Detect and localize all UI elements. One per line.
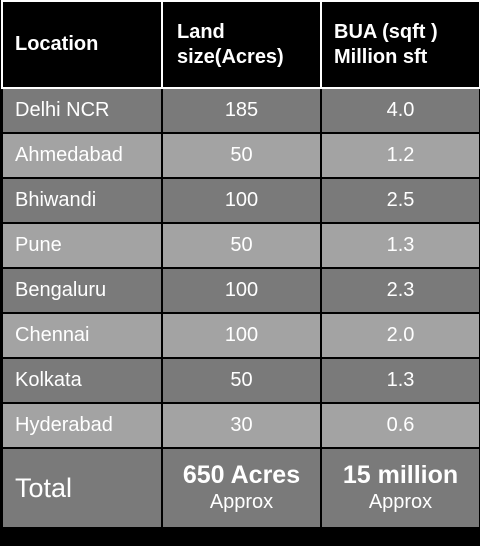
total-label: Total bbox=[1, 447, 163, 529]
location-cell: Hyderabad bbox=[1, 402, 163, 449]
total-bua-value: 15 million bbox=[342, 461, 459, 489]
header-location-label: Location bbox=[15, 33, 99, 55]
location-cell: Bengaluru bbox=[1, 267, 163, 314]
table-header: Location Land size(Acres) BUA (sqft ) Mi… bbox=[1, 0, 480, 89]
total-land-value: 650 Acres bbox=[182, 461, 301, 489]
table-row: Chennai 100 2.0 bbox=[1, 312, 480, 359]
total-land-cell: 650 Acres Approx bbox=[161, 447, 322, 529]
bua-cell: 2.5 bbox=[320, 177, 480, 224]
table-row: Hyderabad 30 0.6 bbox=[1, 402, 480, 449]
table-row: Ahmedabad 50 1.2 bbox=[1, 132, 480, 179]
header-land-line1: Land bbox=[177, 20, 225, 43]
table-row: Pune 50 1.3 bbox=[1, 222, 480, 269]
total-bua-note: Approx bbox=[368, 491, 433, 513]
header-bua-line1: BUA (sqft ) bbox=[334, 20, 438, 43]
header-bua: BUA (sqft ) Million sft bbox=[320, 0, 480, 89]
bua-cell: 1.3 bbox=[320, 357, 480, 404]
bua-cell: 4.0 bbox=[320, 87, 480, 134]
bua-cell: 1.3 bbox=[320, 222, 480, 269]
bua-cell: 2.0 bbox=[320, 312, 480, 359]
location-cell: Ahmedabad bbox=[1, 132, 163, 179]
header-land-line2: size(Acres) bbox=[177, 45, 284, 68]
table-row: Bhiwandi 100 2.5 bbox=[1, 177, 480, 224]
land-cell: 50 bbox=[161, 222, 322, 269]
header-location: Location bbox=[1, 0, 163, 89]
land-cell: 100 bbox=[161, 267, 322, 314]
land-cell: 100 bbox=[161, 312, 322, 359]
land-cell: 50 bbox=[161, 357, 322, 404]
table-row: Bengaluru 100 2.3 bbox=[1, 267, 480, 314]
total-bua-cell: 15 million Approx bbox=[320, 447, 480, 529]
total-row: Total 650 Acres Approx 15 million Approx bbox=[1, 447, 480, 529]
location-cell: Pune bbox=[1, 222, 163, 269]
header-row: Location Land size(Acres) BUA (sqft ) Mi… bbox=[1, 0, 480, 89]
location-cell: Bhiwandi bbox=[1, 177, 163, 224]
table-footer: Total 650 Acres Approx 15 million Approx bbox=[1, 447, 480, 529]
land-cell: 50 bbox=[161, 132, 322, 179]
bua-cell: 2.3 bbox=[320, 267, 480, 314]
land-cell: 30 bbox=[161, 402, 322, 449]
land-cell: 185 bbox=[161, 87, 322, 134]
bua-cell: 0.6 bbox=[320, 402, 480, 449]
total-land-note: Approx bbox=[209, 491, 274, 513]
header-land-size: Land size(Acres) bbox=[161, 0, 322, 89]
table-body: Delhi NCR 185 4.0 Ahmedabad 50 1.2 Bhiwa… bbox=[1, 87, 480, 449]
header-bua-line2: Million sft bbox=[334, 45, 428, 68]
location-cell: Chennai bbox=[1, 312, 163, 359]
table-row: Kolkata 50 1.3 bbox=[1, 357, 480, 404]
location-cell: Delhi NCR bbox=[1, 87, 163, 134]
bua-cell: 1.2 bbox=[320, 132, 480, 179]
location-cell: Kolkata bbox=[1, 357, 163, 404]
table-row: Delhi NCR 185 4.0 bbox=[1, 87, 480, 134]
land-cell: 100 bbox=[161, 177, 322, 224]
land-bua-table: Location Land size(Acres) BUA (sqft ) Mi… bbox=[1, 0, 480, 529]
